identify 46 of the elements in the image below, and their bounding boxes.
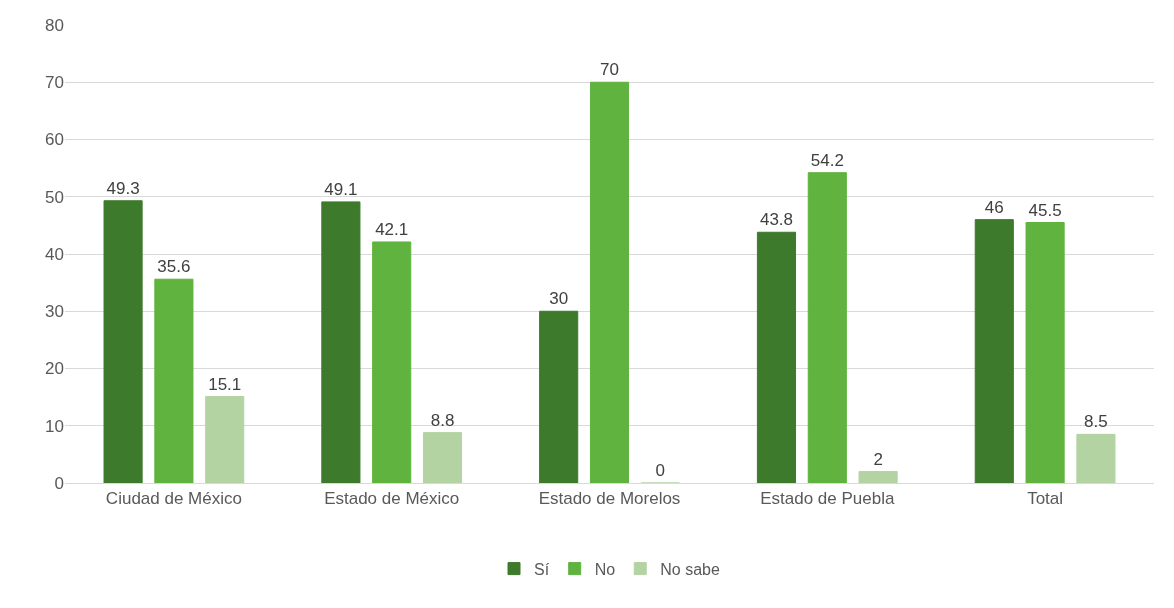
y-tick-label: 10 (45, 416, 64, 436)
bar (807, 172, 847, 483)
x-tick-label: Ciudad de México (105, 489, 242, 509)
data-label: 0 (655, 461, 666, 480)
legend-label: Sí (534, 560, 550, 578)
bar (154, 278, 194, 483)
data-label: 8.8 (430, 410, 455, 430)
data-label: 46 (984, 197, 1004, 217)
bar (1076, 433, 1116, 483)
y-tick-label: 70 (45, 73, 64, 93)
data-label: 45.5 (1028, 200, 1062, 220)
y-tick-label: 0 (54, 473, 64, 493)
y-tick-label: 50 (45, 187, 64, 207)
bar (1025, 222, 1065, 483)
bar (858, 471, 898, 483)
y-tick-label: 80 (45, 15, 64, 35)
legend-label: No sabe (660, 560, 720, 578)
y-tick-label: 30 (45, 302, 64, 322)
y-tick-label: 20 (45, 359, 64, 379)
data-label: 49.1 (324, 179, 358, 199)
legend-label: No (594, 560, 616, 578)
bar (372, 241, 412, 483)
bar (422, 432, 463, 483)
data-label: 70 (600, 60, 619, 80)
data-label: 43.8 (759, 210, 794, 230)
data-label: 30 (549, 289, 569, 309)
bar (205, 396, 245, 483)
x-tick-label: Estado de Puebla (760, 489, 895, 509)
x-tick-label: Estado de México (324, 489, 460, 509)
y-tick-label: 40 (45, 244, 64, 264)
data-label: 54.2 (810, 150, 844, 170)
data-label: 8.5 (1084, 412, 1108, 432)
bar (321, 201, 361, 483)
data-label: 49.3 (106, 178, 140, 198)
y-tick-label: 60 (45, 130, 64, 150)
data-label: 15.1 (208, 374, 242, 394)
bar (756, 231, 797, 483)
data-label: 2 (873, 449, 883, 469)
x-tick-label: Estado de Morelos (538, 489, 681, 509)
data-label: 42.1 (375, 219, 409, 239)
bar (103, 200, 143, 483)
data-label: 35.6 (157, 257, 191, 277)
bar (589, 81, 630, 483)
x-tick-label: Total (1027, 489, 1064, 509)
bar (539, 310, 579, 483)
bar (974, 219, 1014, 483)
